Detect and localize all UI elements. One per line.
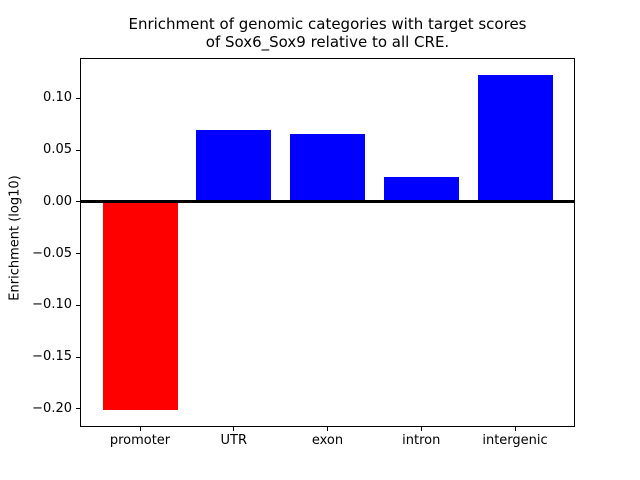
y-tick-label: 0.05 [43, 142, 72, 158]
y-tick-mark [76, 356, 80, 358]
y-tick-mark [76, 201, 80, 203]
x-tick-label-promoter: promoter [109, 433, 171, 448]
y-tick-mark [76, 408, 80, 410]
y-tick-label: −0.20 [32, 400, 72, 416]
bar-promoter [102, 201, 178, 410]
x-tick-label-intron: intron [402, 433, 441, 448]
x-tick-label-UTR: UTR [220, 433, 248, 448]
x-tick-label-intergenic: intergenic [482, 433, 548, 448]
y-tick-label: 0.10 [43, 90, 72, 106]
zero-line [80, 200, 575, 204]
bar-intergenic [477, 74, 553, 202]
x-tick-label-exon: exon [311, 433, 344, 448]
y-tick-mark [76, 97, 80, 99]
y-tick-label: 0.00 [43, 193, 72, 209]
bar-exon [290, 133, 365, 202]
x-tick-mark [233, 427, 235, 431]
x-tick-mark [327, 427, 328, 431]
chart-title: Enrichment of genomic categories with ta… [80, 15, 575, 51]
x-tick-mark [139, 427, 141, 431]
chart-title-line-1: Enrichment of genomic categories with ta… [128, 15, 527, 33]
y-tick-label: −0.15 [32, 349, 72, 365]
y-tick-label: −0.05 [32, 245, 72, 261]
bar-UTR [196, 130, 272, 202]
chart-title-line-2: of Sox6_Sox9 relative to all CRE. [205, 33, 450, 51]
y-tick-mark [76, 253, 80, 255]
x-tick-mark [420, 427, 422, 431]
y-tick-label: −0.10 [32, 297, 72, 313]
bar-intron [383, 177, 459, 202]
y-tick-mark [76, 304, 80, 306]
x-tick-mark [514, 427, 516, 431]
y-tick-mark [76, 149, 80, 151]
